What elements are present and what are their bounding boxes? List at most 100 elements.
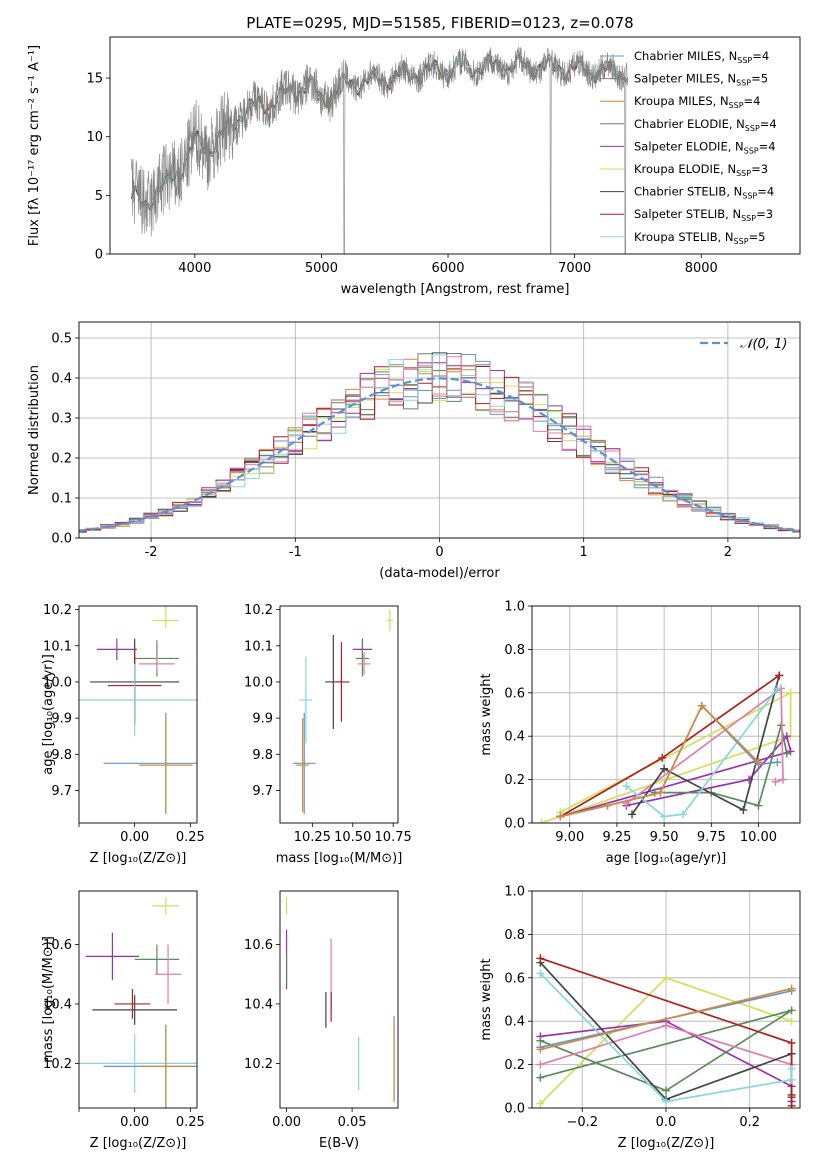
x-tick-label: 0	[435, 545, 443, 560]
weight-marker	[536, 969, 545, 978]
y-tick-label: 0.0	[504, 1102, 525, 1117]
y-tick-label: 0.4	[504, 730, 525, 745]
weight-marker	[754, 801, 763, 810]
legend-label: 𝒩(0, 1)	[740, 337, 787, 352]
weight-marker	[787, 1093, 796, 1102]
legend-label: Kroupa MILES, NSSP=4	[634, 94, 760, 110]
x-axis-label: mass [log₁₀(M/M⊙)]	[276, 851, 403, 866]
weight-marker	[697, 701, 706, 710]
x-tick-label: 0.00	[120, 1115, 149, 1130]
weight-marker	[739, 805, 748, 814]
age-vs-mass-plot-area	[292, 609, 394, 814]
legend-label: Salpeter STELIB, NSSP=3	[634, 207, 773, 223]
y-axis-label: Flux [fλ 10⁻¹⁷ erg cm⁻² s⁻¹ A⁻¹]	[27, 45, 42, 246]
y-tick-label: 1.0	[504, 885, 525, 900]
legend-subscript: SSP	[737, 56, 752, 65]
weight-marker	[786, 688, 795, 697]
weight-marker	[773, 758, 782, 767]
legend-value: =3	[756, 207, 773, 221]
y-tick-label: 0.6	[504, 971, 525, 986]
legend-label: Chabrier ELODIE, NSSP=4	[634, 117, 777, 133]
y-tick-label: 0.6	[504, 686, 525, 701]
legend-subscript: SSP	[744, 146, 759, 155]
weight-marker	[782, 749, 791, 758]
legend-value: =5	[749, 230, 766, 244]
y-tick-label: 10.2	[244, 1057, 273, 1072]
x-axis-label: wavelength [Angstrom, rest frame]	[341, 282, 570, 297]
weight-marker	[622, 782, 631, 791]
x-tick-label: 0.00	[120, 830, 149, 845]
weight-line	[540, 987, 792, 1051]
weight-marker	[779, 775, 788, 784]
x-axis-label: age [log₁₀(age/yr)]	[606, 851, 727, 866]
weight-marker	[628, 810, 637, 819]
weight-marker	[536, 954, 545, 963]
y-tick-label: 0.5	[51, 332, 72, 347]
weight-marker	[660, 812, 669, 821]
y-tick-label: 0.8	[504, 928, 525, 943]
legend-label: Salpeter MILES, NSSP=5	[634, 72, 768, 88]
y-tick-label: 10.6	[43, 938, 72, 953]
x-axis-label: Z [log₁₀(Z/Z⊙)]	[90, 1136, 187, 1151]
legend-subscript: SSP	[736, 169, 751, 178]
legend-subscript: SSP	[736, 79, 751, 88]
residuals-plot-area	[79, 352, 800, 533]
weight-marker	[787, 1038, 796, 1047]
x-tick-label: 0.05	[338, 1115, 367, 1130]
x-tick-label: 10.50	[334, 830, 371, 845]
y-axis-label: mass weight	[479, 673, 494, 755]
weight-vs-age-plot-area	[537, 671, 795, 823]
x-tick-label: 0.00	[272, 1115, 301, 1130]
legend-value: =4	[759, 139, 776, 153]
x-axis-label: Z [log₁₀(Z/Z⊙)]	[90, 851, 187, 866]
y-tick-label: 0.3	[51, 412, 72, 427]
y-tick-label: 9.9	[252, 712, 273, 727]
y-tick-label: 15	[86, 72, 103, 87]
y-tick-label: 9.8	[252, 748, 273, 763]
y-tick-label: 10.0	[244, 675, 273, 690]
y-tick-label: 0.4	[504, 1015, 525, 1030]
x-tick-label: -1	[289, 545, 302, 560]
legend-value: =3	[751, 162, 768, 176]
y-tick-label: 0.2	[51, 452, 72, 467]
weight-vs-Z-grid	[532, 890, 800, 1109]
y-tick-label: 9.8	[51, 748, 72, 763]
y-axis-label: age [log₁₀(age/yr)]	[41, 654, 56, 775]
normal-curve	[79, 377, 800, 533]
age-vs-mass-frame	[279, 605, 399, 824]
weight-marker	[660, 764, 669, 773]
legend-label: Kroupa STELIB, NSSP=5	[634, 230, 765, 246]
x-tick-label: 10.00	[740, 830, 777, 845]
legend-subscript: SSP	[729, 101, 744, 110]
y-tick-label: 0	[95, 248, 103, 263]
x-axis-label: E(B-V)	[319, 1136, 359, 1151]
legend-value: =5	[751, 72, 768, 86]
weight-line	[560, 704, 778, 818]
weight-marker	[662, 973, 670, 982]
x-tick-label: 9.25	[602, 830, 631, 845]
weight-marker	[662, 1097, 670, 1106]
x-tick-label: 9.00	[555, 830, 584, 845]
x-tick-label: 5000	[305, 261, 338, 276]
legend-subscript: SSP	[741, 214, 756, 223]
residual-histogram	[79, 362, 800, 531]
x-tick-label: 0.25	[176, 830, 205, 845]
x-tick-label: 7000	[558, 261, 591, 276]
x-tick-label: 0.0	[656, 1115, 677, 1130]
weight-marker	[787, 1006, 796, 1015]
legend-label: Salpeter ELODIE, NSSP=4	[634, 139, 776, 155]
weight-vs-Z-plot-area	[536, 954, 796, 1108]
weight-marker	[787, 1017, 796, 1026]
x-tick-label: -2	[145, 545, 158, 560]
weight-marker	[787, 984, 796, 993]
x-tick-label: −0.2	[566, 1115, 598, 1130]
legend-value: =4	[760, 117, 777, 131]
x-tick-label: 4000	[178, 261, 211, 276]
residual-histogram	[79, 356, 800, 532]
x-axis-label: (data-model)/error	[379, 566, 500, 581]
x-tick-label: 8000	[685, 261, 718, 276]
x-tick-label: 9.50	[650, 830, 679, 845]
weight-marker	[536, 1099, 545, 1108]
y-tick-label: 10	[86, 130, 103, 145]
y-tick-label: 0.8	[504, 643, 525, 658]
